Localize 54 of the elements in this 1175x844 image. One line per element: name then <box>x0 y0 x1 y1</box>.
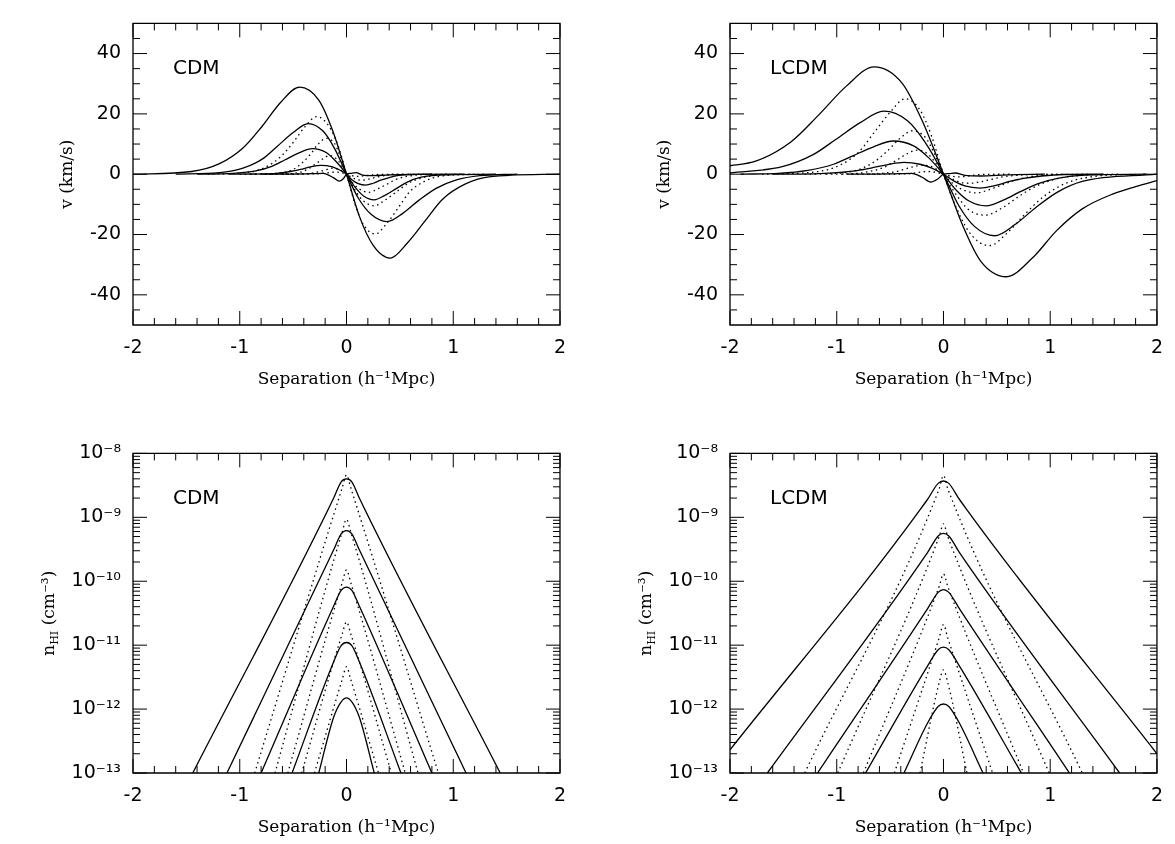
y-tick-label: 10⁻¹³ <box>668 759 718 782</box>
y-axis-title: nHI (cm⁻³) <box>37 570 61 656</box>
y-tick-label: 10⁻¹¹ <box>71 632 121 655</box>
annotation: CDM <box>173 54 220 79</box>
y-axis-title: nHI (cm⁻³) <box>634 570 658 656</box>
y-tick-label: -20 <box>686 221 718 244</box>
y-tick-label: 0 <box>705 161 718 184</box>
annotation: CDM <box>173 484 220 509</box>
x-tick-label: -1 <box>827 783 847 806</box>
x-tick-label: 1 <box>447 783 460 806</box>
x-tick-label: 1 <box>1044 335 1057 358</box>
x-tick-label: 0 <box>937 335 950 358</box>
x-tick-label: -2 <box>123 335 143 358</box>
x-tick-label: 0 <box>937 783 950 806</box>
y-tick-label: 10⁻⁸ <box>79 440 121 463</box>
x-tick-label: 2 <box>553 783 567 806</box>
y-tick-label: -40 <box>686 281 718 304</box>
y-tick-label: 10⁻¹⁰ <box>668 568 718 591</box>
y-tick-label: 10⁻⁸ <box>676 440 718 463</box>
x-tick-label: 2 <box>553 335 567 358</box>
y-tick-label: 10⁻⁹ <box>79 504 121 527</box>
y-axis-title: v (km/s) <box>653 139 674 210</box>
y-tick-label: -20 <box>89 221 121 244</box>
annotation: LCDM <box>770 54 828 79</box>
x-tick-label: 1 <box>1044 783 1057 806</box>
x-tick-label: 2 <box>1150 783 1163 806</box>
x-tick-label: -2 <box>123 783 143 806</box>
y-tick-label: 10⁻¹² <box>668 696 718 719</box>
x-tick-label: -2 <box>720 335 740 358</box>
x-axis-title: Separation (h⁻¹Mpc) <box>257 368 436 389</box>
y-tick-label: 20 <box>693 100 718 123</box>
y-tick-label: 10⁻¹³ <box>71 759 121 782</box>
x-tick-label: 0 <box>340 783 353 806</box>
x-tick-label: -1 <box>230 335 250 358</box>
x-tick-label: 0 <box>340 335 353 358</box>
x-axis-title: Separation (h⁻¹Mpc) <box>854 368 1033 389</box>
y-tick-label: 0 <box>108 161 121 184</box>
annotation: LCDM <box>770 484 828 509</box>
y-axis-title: v (km/s) <box>56 139 77 210</box>
x-tick-label: 2 <box>1150 335 1163 358</box>
y-tick-label: -40 <box>89 281 121 304</box>
x-tick-label: -1 <box>230 783 250 806</box>
y-tick-label: 10⁻¹⁰ <box>71 568 121 591</box>
y-tick-label: 20 <box>96 100 121 123</box>
x-tick-label: -1 <box>827 335 847 358</box>
y-tick-label: 40 <box>96 40 121 63</box>
x-axis-title: Separation (h⁻¹Mpc) <box>257 816 436 837</box>
y-tick-label: 10⁻¹² <box>71 696 121 719</box>
y-tick-label: 10⁻¹¹ <box>668 632 718 655</box>
x-axis-title: Separation (h⁻¹Mpc) <box>854 816 1033 837</box>
x-tick-label: -2 <box>720 783 740 806</box>
y-tick-label: 10⁻⁹ <box>676 504 718 527</box>
x-tick-label: 1 <box>447 335 460 358</box>
y-tick-label: 40 <box>693 40 718 63</box>
